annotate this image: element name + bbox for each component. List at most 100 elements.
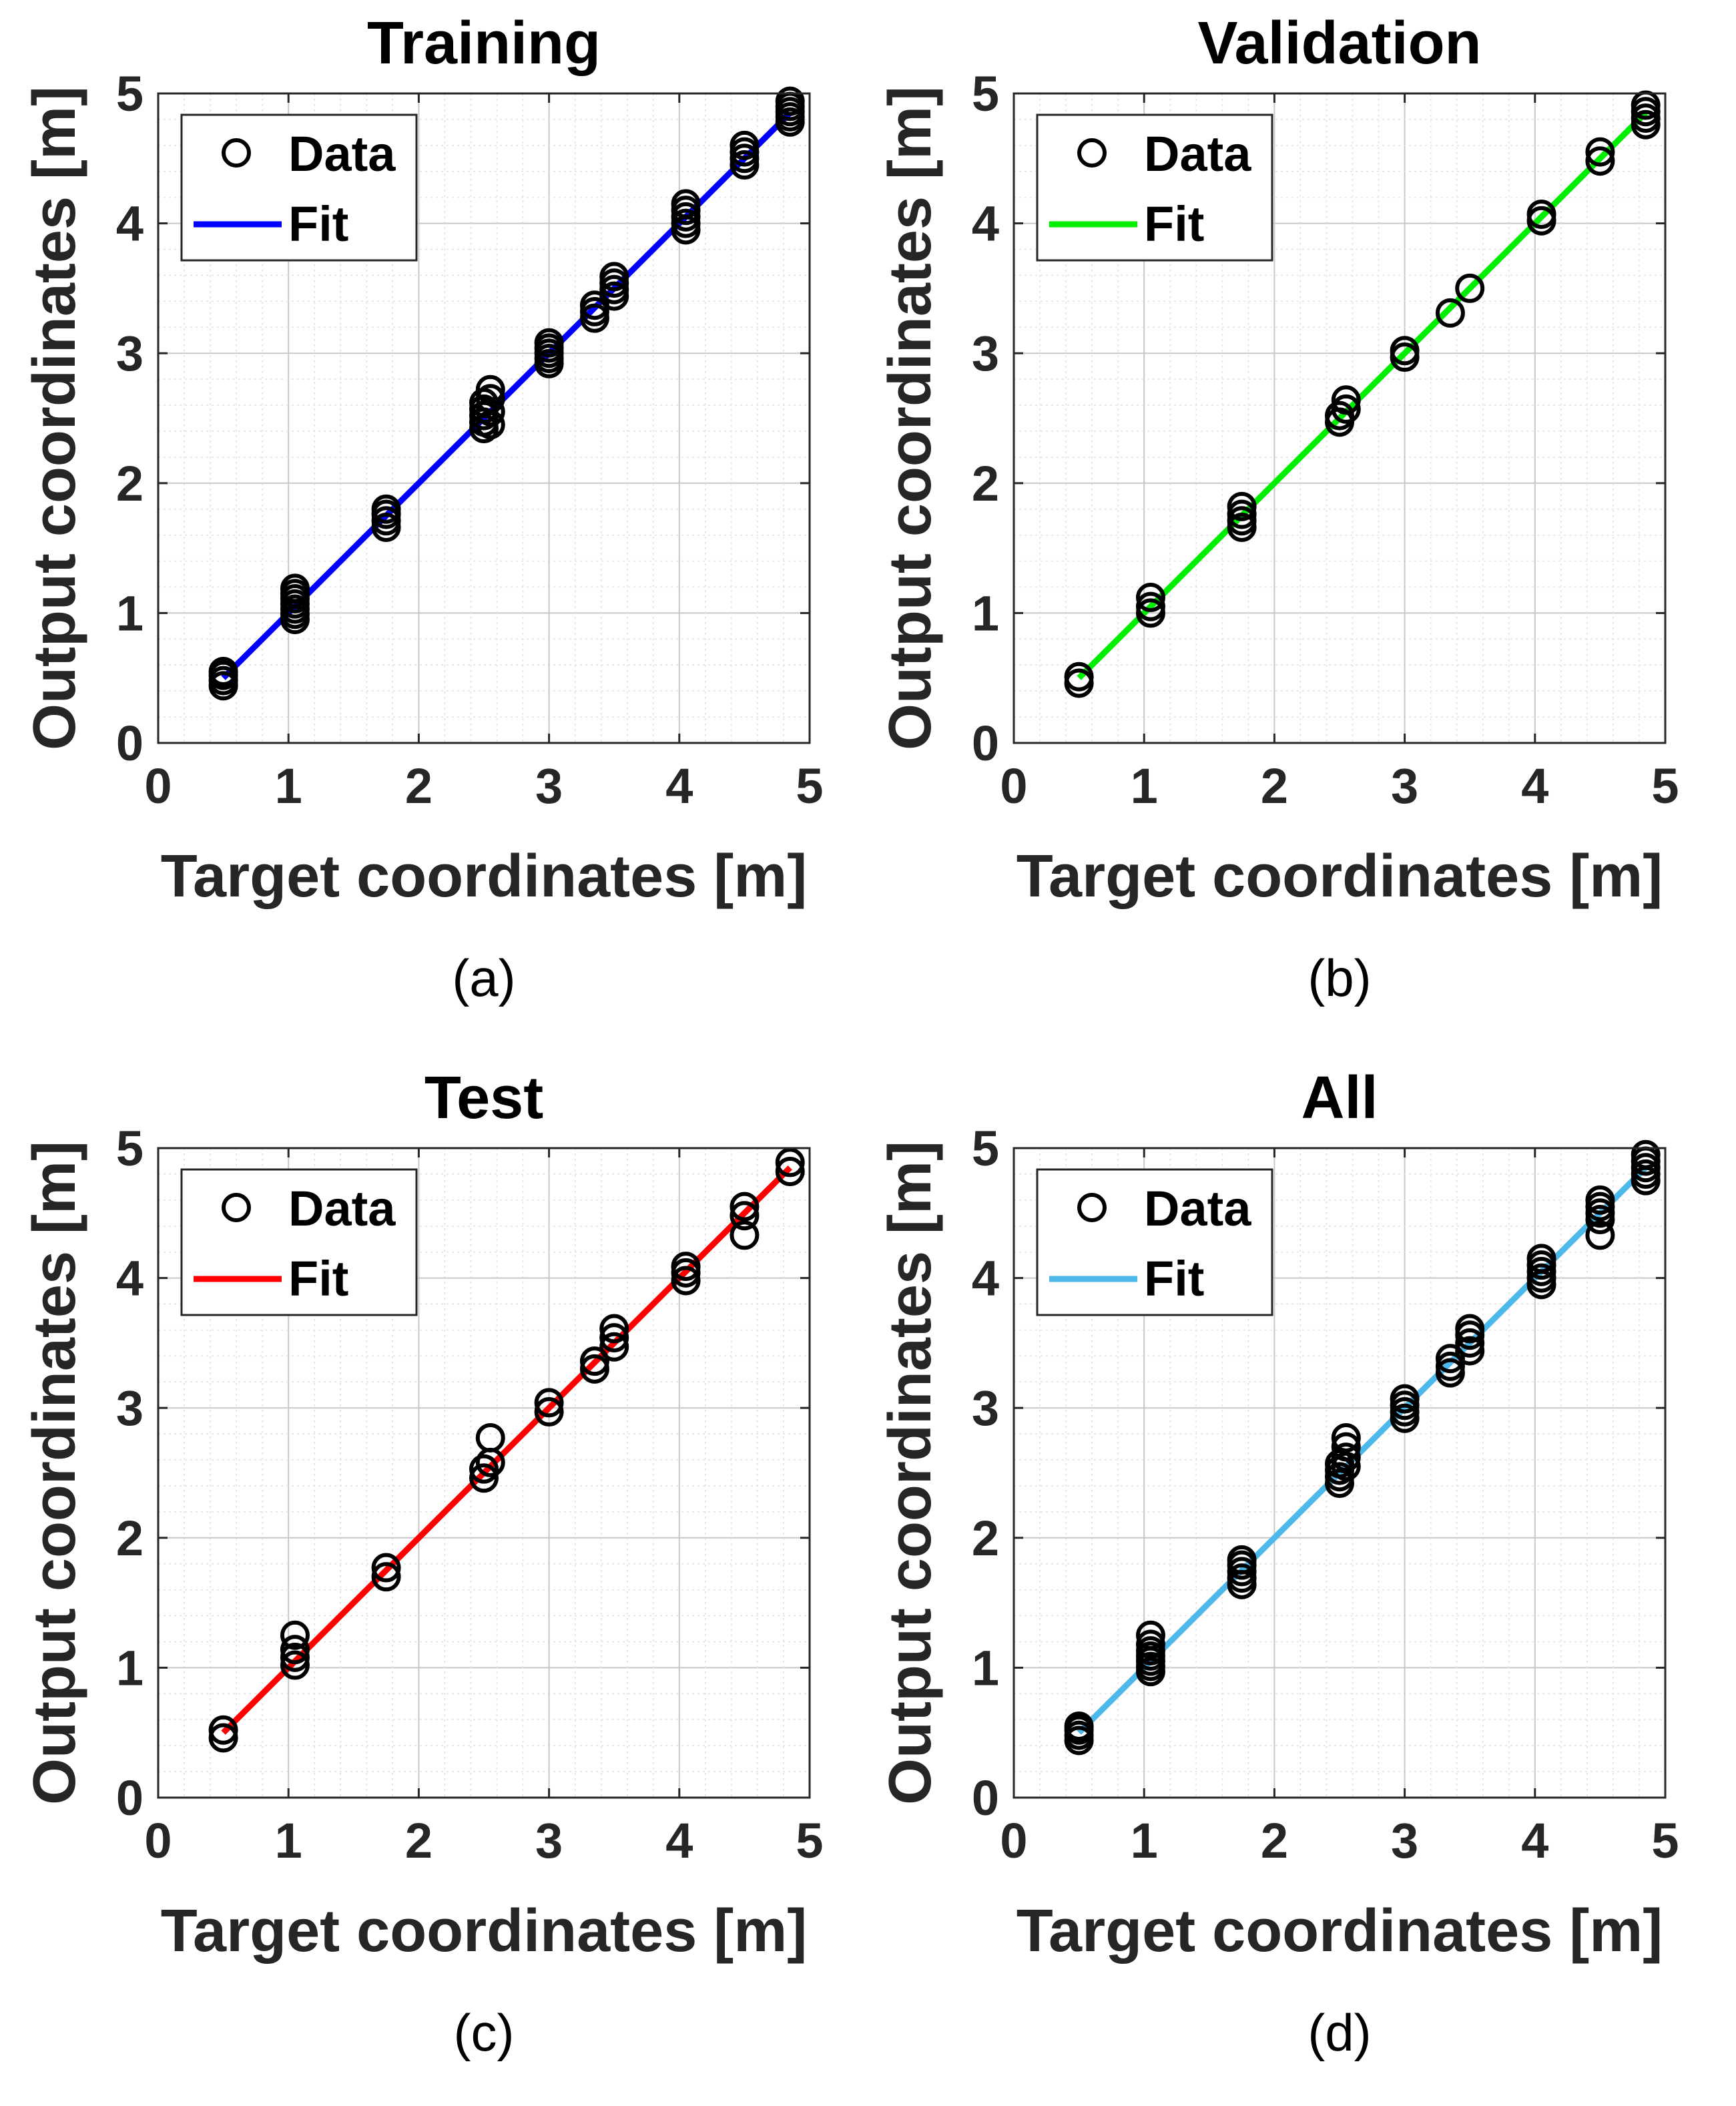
- legend-fit-label: Fit: [1144, 196, 1204, 252]
- legend-box: [180, 1168, 418, 1316]
- data-point: [534, 1388, 564, 1418]
- chart-title: All: [1301, 1065, 1378, 1131]
- y-tick-label: 2: [972, 1511, 999, 1566]
- y-tick-label: 2: [116, 1511, 143, 1566]
- legend: Data Fit: [1036, 1168, 1273, 1316]
- y-tick-label: 0: [116, 716, 143, 771]
- data-point: [599, 262, 629, 292]
- legend-data-marker: [1077, 1193, 1107, 1222]
- chart-svg: 0 1 2 3 4 5 0 1 2 3 4 5 All Target coordinates [m] Out…: [877, 1065, 1679, 1964]
- x-tick-label: 3: [1391, 758, 1418, 814]
- axes-box: [157, 92, 811, 744]
- data-point: [775, 86, 805, 116]
- axes-box: [1012, 92, 1667, 744]
- data-point: [1585, 137, 1615, 167]
- data-point: [599, 1323, 629, 1353]
- data-point: [671, 189, 701, 219]
- data-point: [534, 328, 564, 358]
- y-tick-label: 1: [972, 585, 999, 641]
- data-point: [1227, 491, 1257, 521]
- data-point: [671, 1266, 701, 1296]
- data-point: [671, 1252, 701, 1282]
- chart-svg: 0 1 2 3 4 5 0 1 2 3 4 5 Validation Target coordinates…: [877, 10, 1679, 910]
- data-point: [208, 656, 238, 686]
- data-point: [1331, 394, 1361, 424]
- panel-caption: (b): [1308, 949, 1372, 1007]
- data-point: [469, 1463, 499, 1493]
- x-tick-label: 2: [405, 758, 432, 814]
- x-tick-label: 5: [1651, 1813, 1679, 1868]
- chart-panel: 0 1 2 3 4 5 0 1 2 3 4 5 Test Target coordinates [m] Ou…: [0, 1055, 868, 2103]
- x-tick-label: 4: [665, 1813, 693, 1868]
- x-tick-label: 2: [1261, 758, 1288, 814]
- legend-data-label: Data: [288, 1181, 396, 1236]
- x-tick-label: 5: [796, 758, 823, 814]
- data-point: [1331, 1451, 1361, 1481]
- x-tick-label: 1: [275, 1813, 302, 1868]
- data-point: [1435, 298, 1465, 328]
- chart-panel: 0 1 2 3 4 5 0 1 2 3 4 5 Training Target coordinates […: [0, 0, 868, 1048]
- panel-caption: (a): [452, 949, 516, 1007]
- data-point: [371, 494, 401, 524]
- data-point: [1227, 499, 1257, 529]
- y-tick-label: 1: [972, 1640, 999, 1695]
- data-point: [1331, 1422, 1361, 1453]
- data-point: [469, 1454, 499, 1484]
- x-tick-label: 4: [1521, 1813, 1548, 1868]
- data-point: [1585, 1185, 1615, 1215]
- legend: Data Fit: [1036, 113, 1273, 262]
- y-tick-label: 1: [116, 1640, 143, 1695]
- data-point: [1390, 1384, 1420, 1414]
- data-point: [1331, 1432, 1361, 1462]
- data-point: [1064, 1711, 1094, 1741]
- legend-box: [1036, 1168, 1273, 1316]
- chart-svg: 0 1 2 3 4 5 0 1 2 3 4 5 Training Target coordinates […: [21, 10, 824, 910]
- x-tick-label: 0: [144, 758, 172, 814]
- data-point: [579, 1346, 609, 1376]
- data-point: [730, 1220, 760, 1250]
- y-tick-label: 5: [972, 1121, 999, 1176]
- data-point: [599, 1314, 629, 1344]
- y-tick-label: 0: [116, 1770, 143, 1826]
- data-point: [1227, 1545, 1257, 1575]
- y-tick-label: 2: [116, 456, 143, 511]
- x-tick-label: 1: [1131, 758, 1158, 814]
- y-tick-label: 5: [972, 66, 999, 121]
- data-point: [730, 130, 760, 160]
- chart-panel: 0 1 2 3 4 5 0 1 2 3 4 5 Validation Target coordinates…: [856, 0, 1723, 1048]
- data-point: [280, 1620, 310, 1650]
- data-point: [1631, 1139, 1661, 1169]
- y-axis-label: Output coordinates [m]: [877, 86, 944, 750]
- data-point: [208, 1715, 238, 1745]
- legend-data-label: Data: [1144, 126, 1251, 182]
- data-point: [1585, 1220, 1615, 1250]
- data-point: [599, 1332, 629, 1362]
- data-point: [1455, 1314, 1485, 1344]
- data-point: [775, 1157, 805, 1187]
- y-tick-label: 3: [972, 326, 999, 381]
- data-point: [1064, 662, 1094, 692]
- y-tick-label: 4: [972, 196, 999, 252]
- data-point: [1455, 1328, 1485, 1358]
- legend-data-label: Data: [1144, 1181, 1251, 1236]
- data-point: [475, 1422, 505, 1453]
- data-point: [280, 1650, 310, 1680]
- y-tick-label: 0: [972, 716, 999, 771]
- chart-panel: 0 1 2 3 4 5 0 1 2 3 4 5 All Target coordinates [m] Out…: [856, 1055, 1723, 2103]
- data-point: [775, 1147, 805, 1177]
- data-point: [1526, 199, 1556, 229]
- data-point: [730, 1201, 760, 1231]
- data-point: [475, 384, 505, 414]
- axes-box: [157, 1147, 811, 1799]
- data-points: [208, 1147, 805, 1753]
- legend-data-label: Data: [288, 126, 396, 182]
- data-point: [1435, 1344, 1465, 1374]
- y-tick-label: 4: [116, 1251, 143, 1306]
- x-tick-label: 3: [535, 1813, 563, 1868]
- data-point: [280, 1642, 310, 1672]
- legend-data-marker: [222, 1193, 251, 1222]
- y-tick-label: 4: [972, 1251, 999, 1306]
- panel-caption: (c): [453, 2003, 515, 2062]
- chart-title: Validation: [1197, 10, 1481, 77]
- y-tick-label: 1: [116, 585, 143, 641]
